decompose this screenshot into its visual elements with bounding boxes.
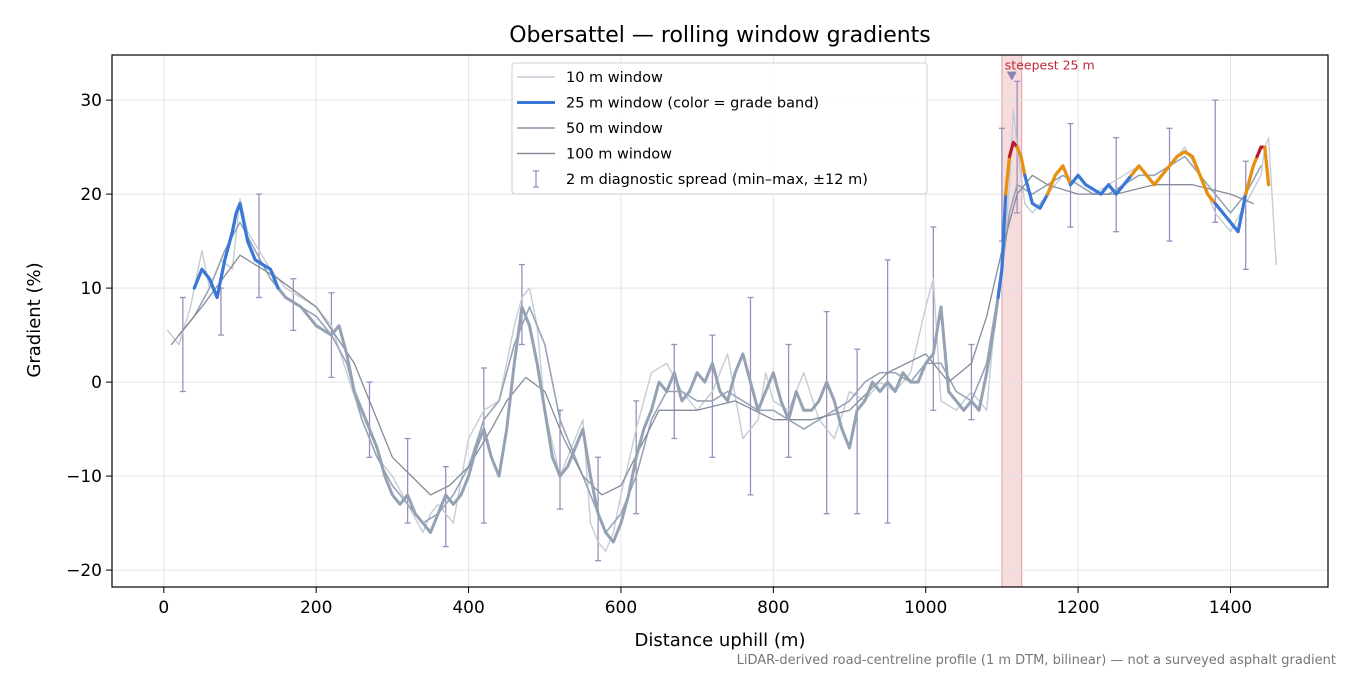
legend-label: 100 m window (566, 147, 672, 163)
legend-box (511, 62, 928, 195)
series-100m-line (170, 174, 1254, 496)
x-tick-label: 1200 (1056, 598, 1099, 618)
y-axis-ticks: −20 −10 0 10 20 30 (66, 91, 112, 581)
x-tick-label: 200 (300, 598, 332, 618)
steepest-marker (1006, 71, 1017, 81)
grade-band-blue-segment (192, 201, 280, 300)
legend-label: 2 m diagnostic spread (min–max, ±12 m) (566, 172, 868, 188)
x-axis-label: Distance uphill (m) (635, 630, 806, 651)
series-layer (166, 108, 1277, 552)
y-tick-label: 30 (80, 91, 102, 111)
x-tick-label: 1000 (904, 598, 947, 618)
legend: 10 m window 25 m window (color = grade ba… (511, 62, 928, 195)
grade-band-blue-segment (1023, 173, 1050, 210)
grade-band-blue-segment (1068, 173, 1134, 196)
annotation-layer: steepest 25 m (1005, 58, 1095, 81)
y-tick-label: 20 (80, 185, 102, 205)
x-tick-label: 0 (158, 598, 169, 618)
grade-band-orange-segment (1004, 154, 1012, 196)
legend-label: 25 m window (color = grade band) (566, 96, 819, 112)
x-tick-label: 400 (452, 598, 484, 618)
chart-title: Obersattel — rolling window gradients (509, 23, 931, 48)
legend-label: 10 m window (566, 70, 663, 86)
x-tick-label: 600 (605, 598, 637, 618)
grade-band-orange-segment (1045, 164, 1073, 196)
grade-band-orange-segment (1129, 150, 1217, 206)
y-tick-label: −10 (66, 467, 102, 487)
grade-band-red-segment (1007, 140, 1019, 159)
grade-band-orange-segment (1015, 145, 1027, 177)
grade-band-blue-segment (1213, 192, 1248, 234)
grade-band-orange-segment (1263, 145, 1271, 187)
steepest-annotation: steepest 25 m (1005, 58, 1095, 73)
x-tick-label: 800 (757, 598, 789, 618)
series-25m-line (192, 140, 1271, 544)
y-tick-label: 10 (80, 279, 102, 299)
x-axis-ticks: 0 200 400 600 800 1000 1200 1400 (158, 587, 1252, 618)
footnote: LiDAR-derived road-centreline profile (1… (737, 653, 1336, 668)
x-tick-label: 1400 (1209, 598, 1252, 618)
y-tick-label: −20 (66, 561, 102, 581)
plot-frame (111, 54, 1329, 588)
y-tick-label: 0 (91, 373, 102, 393)
y-axis-label: Gradient (%) (24, 262, 45, 377)
grade-band-blue-segment (996, 192, 1008, 300)
plot-area: steepest 25 m (111, 54, 1329, 588)
grade-band-orange-segment (1244, 154, 1259, 196)
legend-label: 50 m window (566, 121, 663, 137)
series-50m-line (178, 155, 1262, 534)
